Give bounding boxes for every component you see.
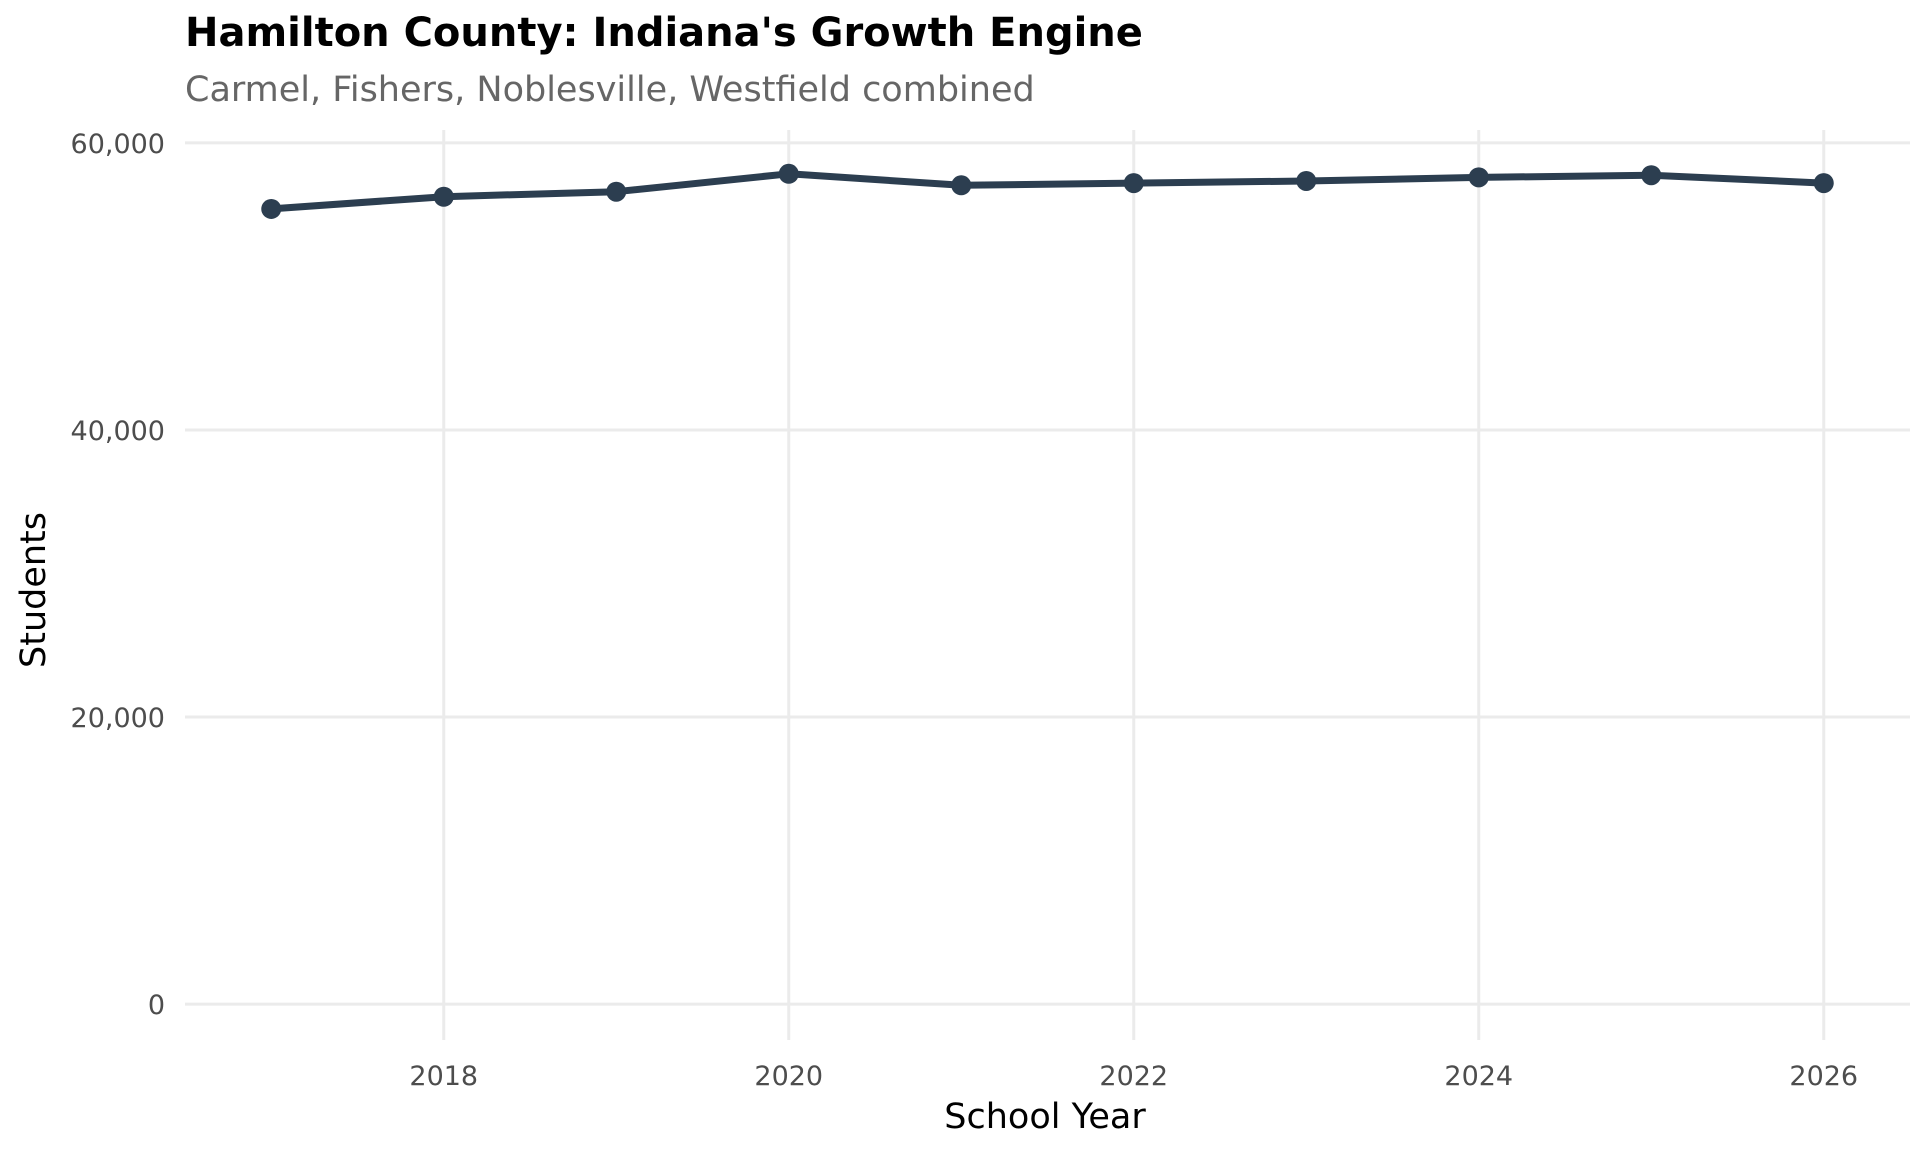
data-point xyxy=(1468,167,1489,188)
data-point xyxy=(951,175,972,196)
data-point xyxy=(261,198,282,219)
chart-title: Hamilton County: Indiana's Growth Engine xyxy=(185,10,1143,56)
x-axis-label: School Year xyxy=(944,1097,1146,1137)
x-tick-label: 2020 xyxy=(754,1061,823,1092)
series-line xyxy=(267,170,1828,213)
y-tick-label: 40,000 xyxy=(71,416,165,447)
data-point xyxy=(1296,170,1317,191)
data-point xyxy=(1123,173,1144,194)
x-axis-tick-labels: 2018 2020 2022 2024 2026 xyxy=(409,1061,1858,1092)
x-tick-label: 2026 xyxy=(1789,1061,1858,1092)
chart-subtitle: Carmel, Fishers, Noblesville, Westfield … xyxy=(185,70,1035,110)
x-tick-label: 2022 xyxy=(1099,1061,1168,1092)
y-axis-label: Students xyxy=(14,512,54,668)
data-point xyxy=(606,181,627,202)
data-point xyxy=(1641,165,1662,186)
data-point xyxy=(1813,173,1834,194)
y-axis-tick-labels: 0 20,000 40,000 60,000 xyxy=(71,129,165,1021)
x-tick-label: 2018 xyxy=(409,1061,478,1092)
x-tick-label: 2024 xyxy=(1444,1061,1513,1092)
data-point xyxy=(778,163,799,184)
y-tick-label: 0 xyxy=(148,990,165,1021)
series-layer xyxy=(261,163,1834,219)
grid-layer xyxy=(185,130,1910,1040)
y-tick-label: 20,000 xyxy=(71,703,165,734)
y-tick-label: 60,000 xyxy=(71,129,165,160)
data-point xyxy=(433,186,454,207)
